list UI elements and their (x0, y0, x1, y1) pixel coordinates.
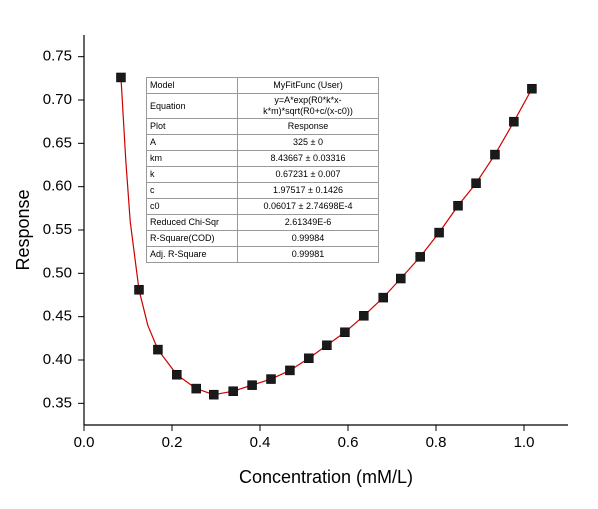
x-tick-label: 0.4 (250, 434, 271, 451)
data-point (266, 374, 276, 384)
param-name: A (146, 134, 238, 151)
y-tick-label: 0.35 (43, 394, 72, 411)
table-row: Adj. R-Square 0.99981 (146, 246, 379, 263)
x-tick-label: 0.2 (162, 434, 183, 451)
x-tick-label: 0.8 (426, 434, 447, 451)
table-row: k 0.67231 ± 0.007 (146, 166, 379, 183)
param-name: Equation (146, 93, 238, 119)
y-tick-label: 0.75 (43, 48, 72, 65)
param-name: Plot (146, 118, 238, 135)
x-tick-label: 0.0 (74, 434, 95, 451)
param-value: 0.99984 (237, 230, 379, 247)
data-point (453, 200, 463, 211)
param-value: 0.67231 ± 0.007 (237, 166, 379, 183)
param-name: Model (146, 77, 238, 94)
data-point (191, 383, 201, 394)
param-value: y=A*exp(R0*k*x-k*m)*sqrt(R0+c/(x-c0)) (237, 93, 379, 119)
y-tick-label: 0.60 (43, 178, 72, 195)
data-point (378, 292, 388, 303)
data-point (527, 83, 537, 94)
x-axis-label: Concentration (mM/L) (239, 467, 413, 487)
param-name: Adj. R-Square (146, 246, 238, 263)
param-value: 2.61349E-6 (237, 214, 379, 231)
y-tick-label: 0.70 (43, 91, 72, 108)
data-point (509, 116, 519, 127)
y-tick-label: 0.65 (43, 134, 72, 151)
param-value: 8.43667 ± 0.03316 (237, 150, 379, 167)
y-tick-label: 0.50 (43, 264, 72, 281)
y-axis-label: Response (13, 189, 33, 270)
param-name: km (146, 150, 238, 167)
param-name: Reduced Chi-Sqr (146, 214, 238, 231)
data-point (322, 340, 332, 351)
param-value: 1.97517 ± 0.1426 (237, 182, 379, 199)
table-row: Model MyFitFunc (User) (146, 77, 379, 94)
data-point (340, 327, 350, 338)
data-point (471, 178, 481, 188)
data-point (116, 72, 126, 83)
param-value: MyFitFunc (User) (237, 77, 379, 94)
param-value: 325 ± 0 (237, 134, 379, 151)
x-tick-label: 1.0 (514, 434, 535, 451)
param-name: R-Square(COD) (146, 230, 238, 247)
table-row: c0 0.06017 ± 2.74698E-4 (146, 198, 379, 215)
param-value: Response (237, 118, 379, 135)
table-row: c 1.97517 ± 0.1426 (146, 182, 379, 199)
data-point (396, 273, 406, 284)
y-tick-label: 0.55 (43, 221, 72, 238)
x-tick-label: 0.6 (338, 434, 359, 451)
data-point (359, 311, 369, 321)
param-value: 0.06017 ± 2.74698E-4 (237, 198, 379, 215)
data-point (490, 149, 500, 160)
data-point (172, 369, 182, 380)
data-point (134, 285, 144, 295)
fit-table: Model MyFitFunc (User) Equation y=A*exp(R0*… (146, 77, 379, 263)
data-point (153, 344, 163, 355)
data-point (415, 252, 425, 262)
param-name: k (146, 166, 238, 183)
data-point (247, 380, 257, 390)
table-row: Reduced Chi-Sqr 2.61349E-6 (146, 214, 379, 231)
table-row: Equation y=A*exp(R0*k*x-k*m)*sqrt(R0+c/(x… (146, 93, 379, 119)
param-value: 0.99981 (237, 246, 379, 263)
data-point (304, 353, 314, 364)
data-point (228, 386, 238, 396)
y-tick-label: 0.45 (43, 308, 72, 325)
table-row: R-Square(COD) 0.99984 (146, 230, 379, 247)
param-name: c0 (146, 198, 238, 215)
data-point (434, 227, 444, 238)
param-name: c (146, 182, 238, 199)
table-row: km 8.43667 ± 0.03316 (146, 150, 379, 167)
data-point (209, 389, 219, 400)
data-point (285, 365, 295, 376)
y-tick-label: 0.40 (43, 351, 72, 368)
table-row: Plot Response (146, 118, 379, 135)
table-row: A 325 ± 0 (146, 134, 379, 151)
